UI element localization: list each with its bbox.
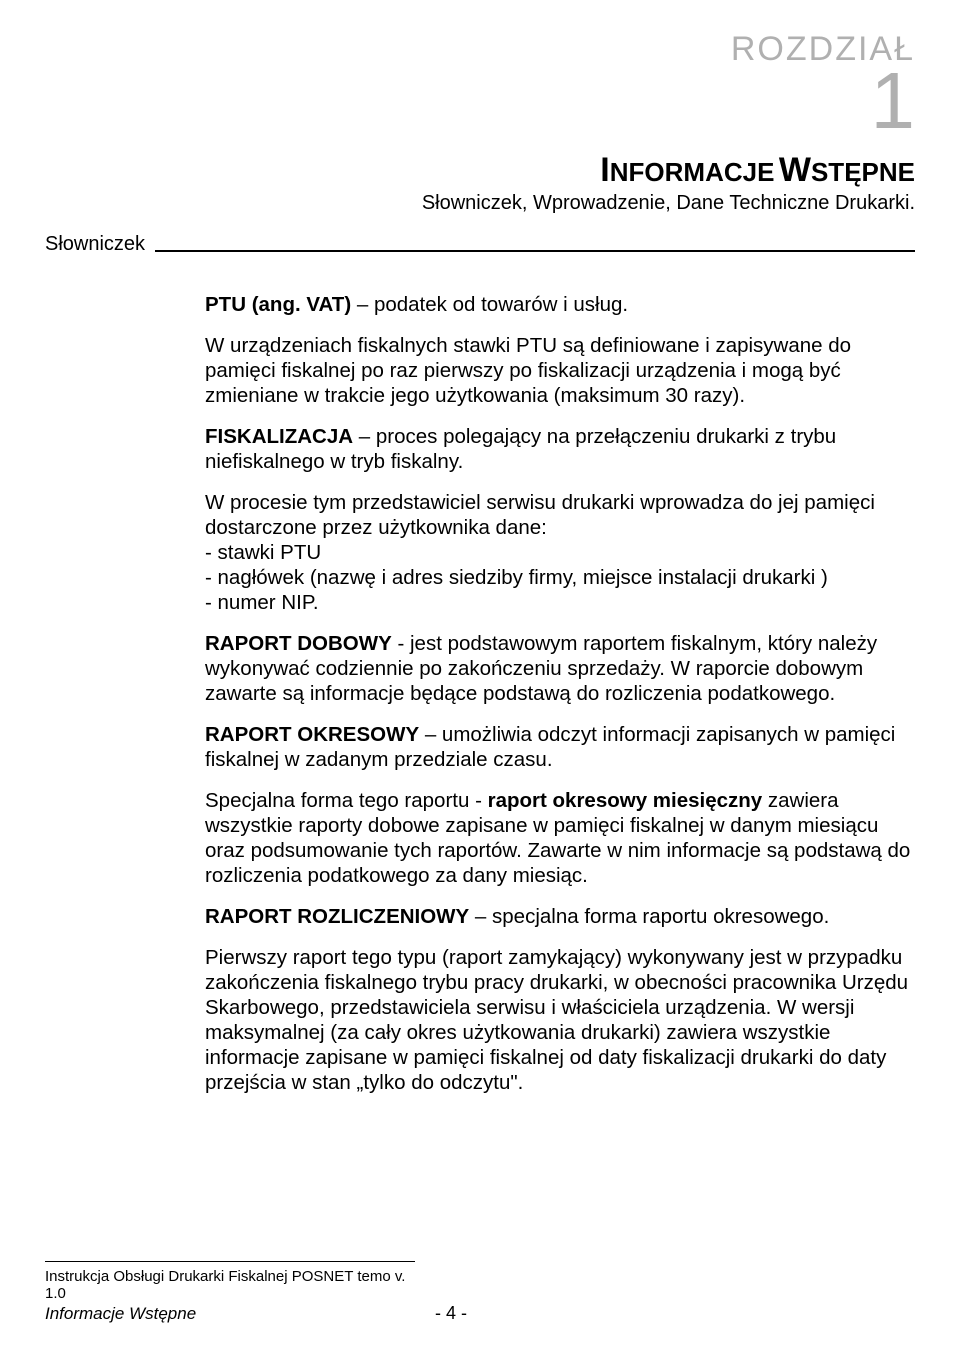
footer-hr [45, 1261, 415, 1262]
document-page: ROZDZIAŁ 1 INFORMACJE WSTĘPNE Słowniczek… [0, 0, 960, 1356]
para-raport-miesieczny: Specjalna forma tego raportu - raport ok… [205, 788, 915, 888]
para-raport-okresowy: RAPORT OKRESOWY – umożliwia odczyt infor… [205, 722, 915, 772]
para-ptu-detail: W urządzeniach fiskalnych stawki PTU są … [205, 333, 915, 408]
subtitle: Słowniczek, Wprowadzenie, Dane Techniczn… [295, 192, 915, 215]
term-ptu: PTU (ang. VAT) [205, 293, 351, 316]
section-label: Słowniczek [45, 233, 155, 256]
title-cap-1: I [600, 151, 609, 189]
process-b1: - stawki PTU [205, 541, 321, 564]
main-title: INFORMACJE WSTĘPNE [295, 151, 915, 190]
para-pierwszy-raport: Pierwszy raport tego typu (raport zamyka… [205, 945, 915, 1095]
term-raport-rozliczeniowy-def: – specjalna forma raportu okresowego. [469, 905, 829, 928]
footer-section-title: Informacje Wstępne [45, 1304, 415, 1324]
term-raport-dobowy: RAPORT DOBOWY [205, 632, 392, 655]
raport-miesieczny-pre: Specjalna forma tego raportu - [205, 789, 488, 812]
term-ptu-def: – podatek od towarów i usług. [351, 293, 628, 316]
process-intro: W procesie tym przedstawiciel serwisu dr… [205, 491, 875, 539]
title-rest-1: NFORMACJE [610, 157, 775, 187]
term-raport-rozliczeniowy: RAPORT ROZLICZENIOWY [205, 905, 469, 928]
para-process: W procesie tym przedstawiciel serwisu dr… [205, 490, 915, 615]
section-header-row: Słowniczek [45, 233, 915, 256]
para-raport-rozliczeniowy: RAPORT ROZLICZENIOWY – specjalna forma r… [205, 904, 915, 929]
title-rest-2: STĘPNE [811, 157, 915, 187]
body-text: PTU (ang. VAT) – podatek od towarów i us… [205, 292, 915, 1095]
term-raport-miesieczny: raport okresowy miesięczny [488, 789, 763, 812]
section-hr [155, 250, 915, 252]
footer-product-line: Instrukcja Obsługi Drukarki Fiskalnej PO… [45, 1268, 415, 1302]
page-number: - 4 - [415, 1303, 915, 1324]
term-raport-okresowy: RAPORT OKRESOWY [205, 723, 419, 746]
term-fiskalizacja: FISKALIZACJA [205, 425, 353, 448]
para-raport-dobowy: RAPORT DOBOWY - jest podstawowym raporte… [205, 631, 915, 706]
para-ptu: PTU (ang. VAT) – podatek od towarów i us… [205, 292, 915, 317]
process-b3: - numer NIP. [205, 591, 319, 614]
para-fiskalizacja: FISKALIZACJA – proces polegający na prze… [205, 424, 915, 474]
chapter-number: 1 [45, 61, 915, 141]
process-b2: - nagłówek (nazwę i adres siedziby firmy… [205, 566, 828, 589]
title-cap-2: W [779, 151, 811, 189]
page-footer: Instrukcja Obsługi Drukarki Fiskalnej PO… [45, 1261, 915, 1324]
